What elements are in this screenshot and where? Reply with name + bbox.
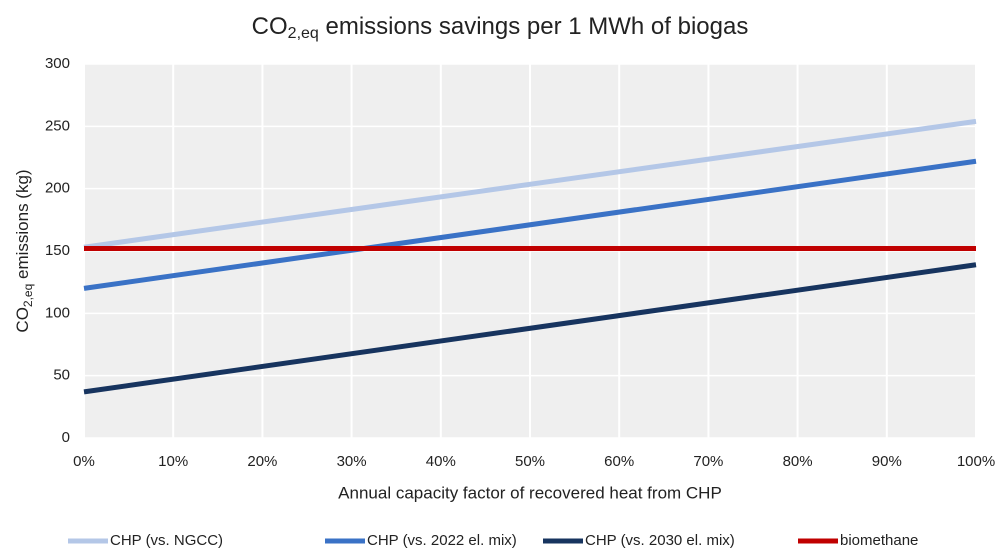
legend-label: biomethane <box>840 532 918 549</box>
y-axis-title: CO2,eq emissions (kg) <box>13 169 35 332</box>
x-tick-label: 50% <box>515 453 545 470</box>
ylabel-sub: 2,eq <box>21 284 35 307</box>
series-line <box>83 118 977 250</box>
title-main: CO <box>252 13 288 40</box>
title-rest: emissions savings per 1 MWh of biogas <box>319 13 749 40</box>
x-axis-title: Annual capacity factor of recovered heat… <box>338 483 722 502</box>
x-tick-label: 100% <box>957 453 995 470</box>
x-tick-label: 70% <box>693 453 723 470</box>
x-tick-label: 40% <box>426 453 456 470</box>
x-tick-label: 10% <box>158 453 188 470</box>
title-sub: 2,eq <box>288 25 319 42</box>
legend-label: CHP (vs. NGCC) <box>110 532 223 549</box>
y-tick-label: 300 <box>45 55 70 72</box>
y-tick-label: 250 <box>45 117 70 134</box>
y-tick-label: 100 <box>45 304 70 321</box>
y-tick-label: 200 <box>45 180 70 197</box>
x-tick-label: 0% <box>73 453 95 470</box>
y-tick-label: 50 <box>53 367 70 384</box>
y-tick-label: 150 <box>45 242 70 259</box>
x-tick-label: 80% <box>783 453 813 470</box>
chart-title: CO2,eq emissions savings per 1 MWh of bi… <box>252 13 749 42</box>
ylabel-main: CO <box>13 307 32 333</box>
y-tick-label: 0 <box>62 429 70 446</box>
x-tick-label: 30% <box>337 453 367 470</box>
legend-label: CHP (vs. 2022 el. mix) <box>367 532 517 549</box>
x-tick-label: 90% <box>872 453 902 470</box>
series-line <box>83 158 977 291</box>
ylabel-rest: emissions (kg) <box>13 169 32 283</box>
x-tick-label: 60% <box>604 453 634 470</box>
x-tick-label: 20% <box>247 453 277 470</box>
series-line <box>83 262 977 395</box>
legend-label: CHP (vs. 2030 el. mix) <box>585 532 735 549</box>
